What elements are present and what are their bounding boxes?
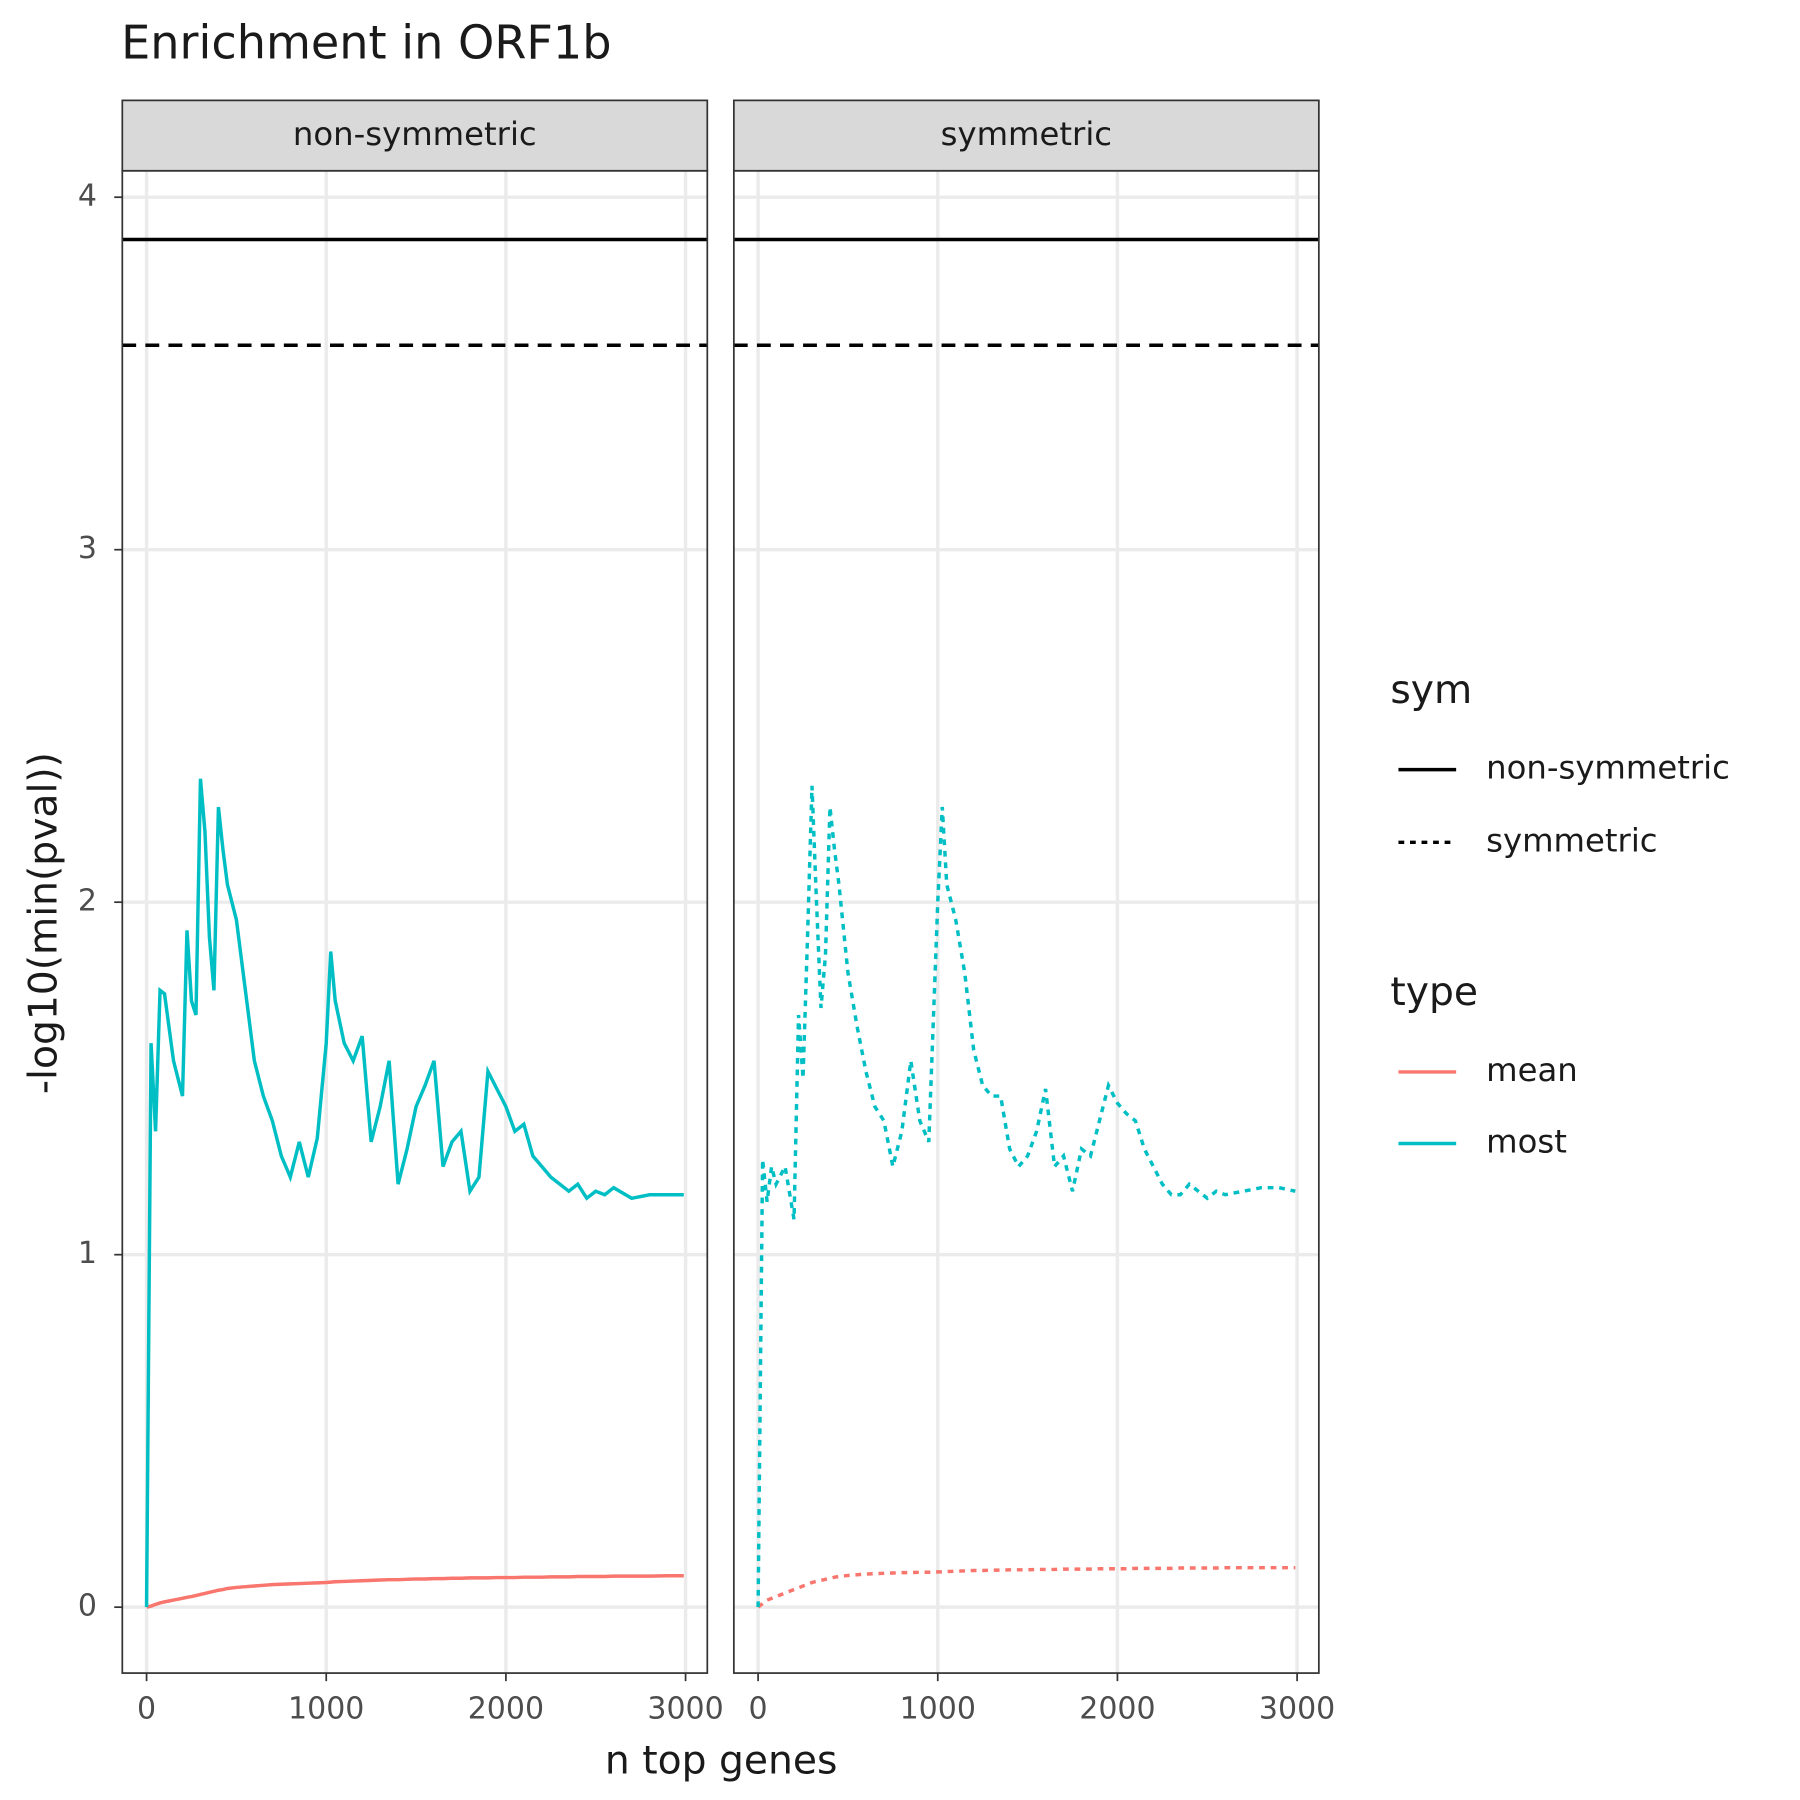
- y-axis-label: -log10(min(pval)): [22, 752, 67, 1094]
- legend-title: type: [1390, 970, 1478, 1015]
- y-tick-label: 0: [78, 1589, 97, 1624]
- x-tick-label: 1000: [288, 1692, 364, 1727]
- chart-title: Enrichment in ORF1b: [121, 16, 611, 70]
- x-tick-label: 0: [137, 1692, 156, 1727]
- legend-label: most: [1486, 1122, 1567, 1160]
- series-line: [757, 1565, 1296, 1609]
- series-line: [756, 785, 1296, 1608]
- facet-strip: [732, 99, 1320, 172]
- y-tick-label: 2: [78, 884, 97, 919]
- x-tick-label: 3000: [1259, 1692, 1335, 1727]
- legend-label: non-symmetric: [1486, 749, 1730, 787]
- legend-label: mean: [1486, 1051, 1578, 1089]
- panel-background: [122, 170, 708, 1674]
- x-tick-label: 0: [749, 1692, 768, 1727]
- panel-background: [733, 170, 1319, 1674]
- series-line: [144, 778, 684, 1608]
- x-tick-label: 2000: [468, 1692, 544, 1727]
- x-tick-label: 3000: [647, 1692, 723, 1727]
- y-tick-label: 4: [78, 179, 97, 214]
- facet-label: symmetric: [941, 115, 1112, 153]
- x-tick-label: 2000: [1079, 1692, 1155, 1727]
- x-axis-label: n top genes: [605, 1739, 838, 1784]
- legend-label: symmetric: [1486, 821, 1657, 859]
- x-tick-label: 1000: [900, 1692, 976, 1727]
- facet-label: non-symmetric: [293, 115, 537, 153]
- y-tick-label: 3: [78, 531, 97, 566]
- y-tick-label: 1: [78, 1236, 97, 1271]
- series-line: [146, 1574, 684, 1609]
- facet-strip: [121, 99, 709, 172]
- legend-title: sym: [1390, 668, 1472, 713]
